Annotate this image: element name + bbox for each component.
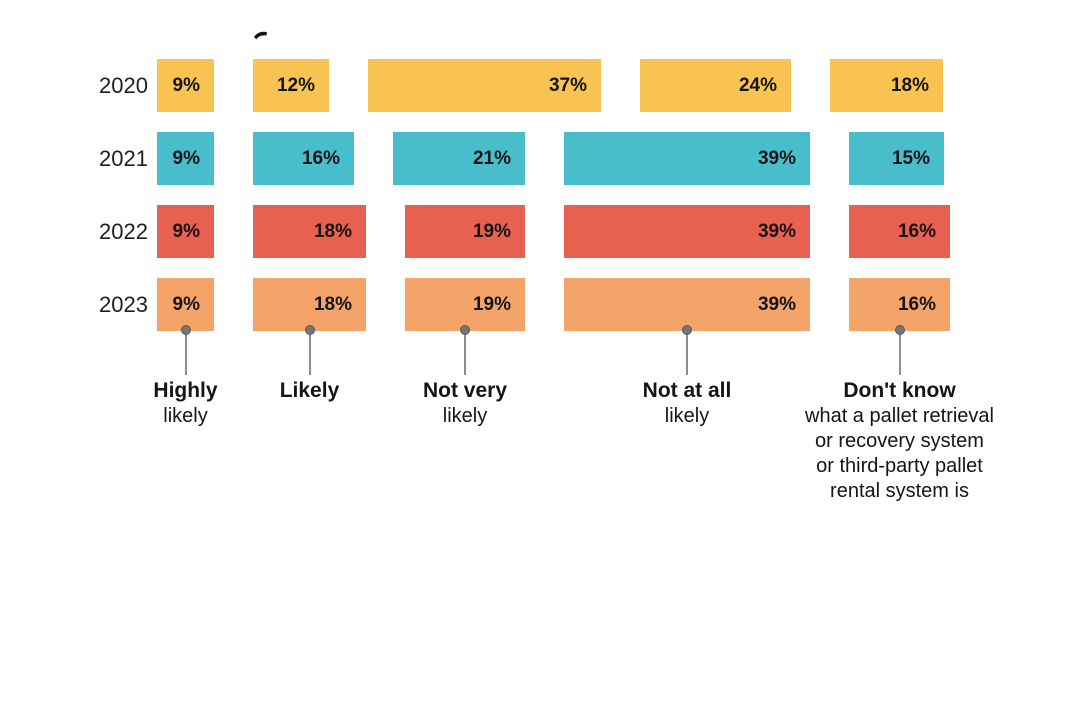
connector-dot <box>304 325 315 335</box>
bar-value-label: 16% <box>897 293 936 315</box>
category-title: Not at all <box>642 379 732 402</box>
bar-value-label: 9% <box>172 147 200 169</box>
bar-segment: 9% <box>157 278 214 331</box>
connector-dot <box>180 325 191 335</box>
bar-segment: 15% <box>849 132 944 185</box>
bar-value-label: 24% <box>738 74 777 96</box>
bar-segment: 39% <box>564 205 810 258</box>
bar-segment: 16% <box>849 278 950 331</box>
bar-segment: 21% <box>393 132 525 185</box>
bar-segment: 37% <box>368 59 601 112</box>
bar-segment: 18% <box>253 205 366 258</box>
bar-value-label: 16% <box>897 220 936 242</box>
bar-segment: 9% <box>157 132 214 185</box>
bar-segment: 18% <box>253 278 366 331</box>
connector-line <box>898 330 901 375</box>
bar-value-label: 15% <box>891 147 930 169</box>
category-title: Not very <box>422 379 508 402</box>
bar-segment: 19% <box>405 278 525 331</box>
connector-line <box>184 330 187 375</box>
bar-value-label: 18% <box>890 74 929 96</box>
category-label: Not at all likely <box>547 378 827 429</box>
category-title: Don't know <box>843 379 956 402</box>
bar-value-label: 39% <box>757 293 796 315</box>
bar-value-label: 18% <box>313 220 352 242</box>
row-year-label: 2023 <box>99 292 148 317</box>
bar-value-label: 9% <box>172 293 200 315</box>
bar-value-label: 37% <box>548 74 587 96</box>
bar-value-label: 19% <box>472 293 511 315</box>
category-subtitle: likely <box>664 405 710 427</box>
row-year-label: 2021 <box>99 146 148 171</box>
category-label: Highly likely <box>46 378 326 429</box>
bar-value-label: 19% <box>472 220 511 242</box>
bar-segment: 18% <box>830 59 943 112</box>
bar-value-label: 21% <box>472 147 511 169</box>
bar-segment: 9% <box>157 205 214 258</box>
connector-line <box>464 330 466 375</box>
bar-segment: 19% <box>405 205 525 258</box>
bar-segment: 9% <box>157 59 214 112</box>
cropped-title-fragment-icon <box>254 31 267 40</box>
connector-dot <box>682 325 692 335</box>
bar-value-label: 18% <box>313 293 352 315</box>
category-label: Likely <box>170 378 450 404</box>
bar-value-label: 39% <box>757 147 796 169</box>
category-label: Don't know what a pallet retrieval or rec… <box>760 378 1040 504</box>
bar-segment: 12% <box>253 59 329 112</box>
category-subtitle: what a pallet retrieval or recovery syst… <box>805 405 994 502</box>
connector-dot <box>460 325 470 335</box>
row-year-label: 2022 <box>99 219 148 244</box>
row-year-label: 2020 <box>99 73 148 98</box>
connector-dot <box>894 325 905 335</box>
category-subtitle: likely <box>442 405 488 427</box>
bar-segment: 39% <box>564 278 810 331</box>
bar-segment: 16% <box>253 132 354 185</box>
bar-segment: 39% <box>564 132 810 185</box>
bar-segment: 16% <box>849 205 950 258</box>
connector-line <box>308 330 311 375</box>
category-title: Likely <box>279 379 340 402</box>
category-label: Not very likely <box>325 378 605 429</box>
bar-value-label: 16% <box>301 147 340 169</box>
bar-segment: 24% <box>640 59 791 112</box>
category-title: Highly <box>153 379 218 402</box>
connector-line <box>686 330 688 375</box>
category-subtitle: likely <box>163 405 208 427</box>
bar-value-label: 9% <box>172 74 200 96</box>
bar-value-label: 39% <box>757 220 796 242</box>
bar-value-label: 12% <box>276 74 315 96</box>
bar-value-label: 9% <box>172 220 200 242</box>
